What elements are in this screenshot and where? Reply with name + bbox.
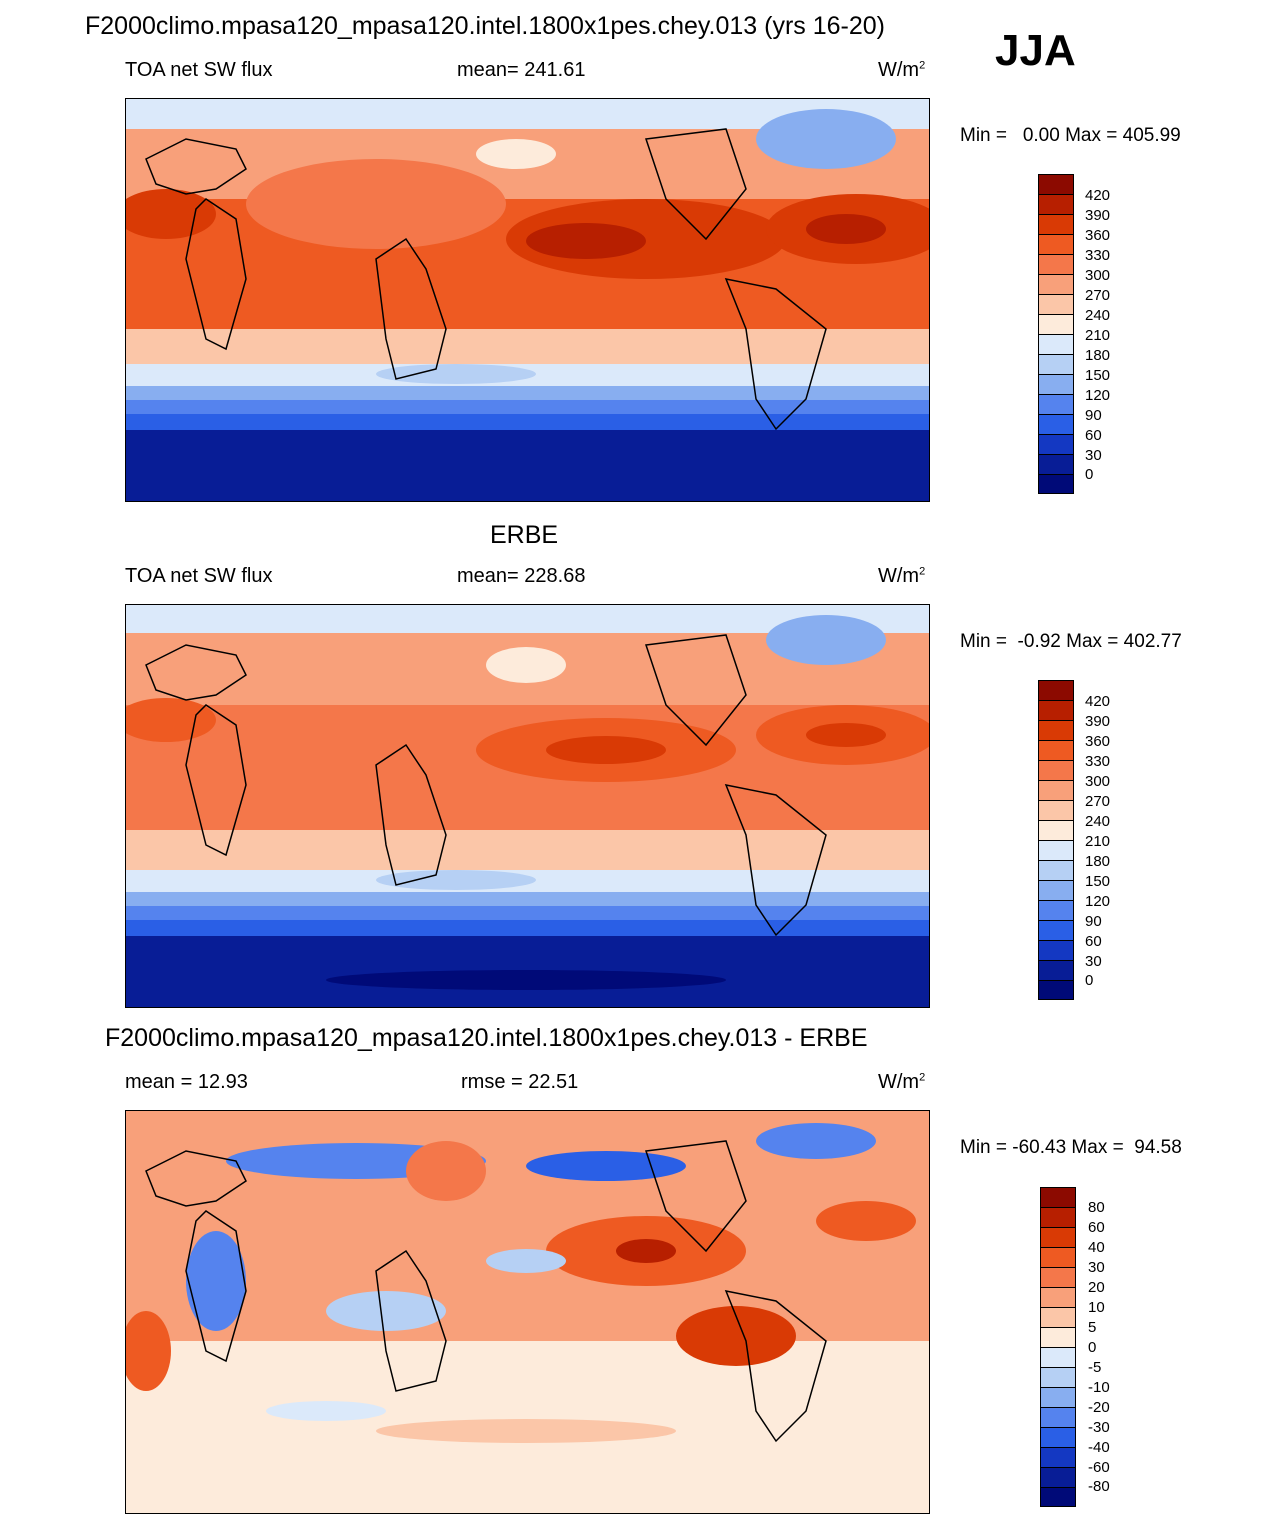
colorbar-tick: 150: [1085, 873, 1111, 890]
colorbar-tick: 120: [1085, 387, 1111, 404]
colorbar: [1038, 680, 1074, 1000]
colorbar-tick: -60: [1088, 1459, 1110, 1476]
colorbar-tick: 150: [1085, 367, 1111, 384]
colorbar-tick: 30: [1085, 447, 1102, 464]
map-diff-field: [126, 1111, 929, 1513]
colorbar-tick: 20: [1088, 1279, 1105, 1296]
colorbar-tick: -20: [1088, 1399, 1110, 1416]
minmax-label: Min = -60.43 Max = 94.58: [960, 1137, 1182, 1158]
colorbar-tick: 300: [1085, 773, 1111, 790]
colorbar-tick: 0: [1085, 466, 1094, 483]
colorbar-tick: 210: [1085, 833, 1111, 850]
panel-rmse-label: rmse = 22.51: [461, 1071, 579, 1093]
colorbar: [1040, 1187, 1076, 1507]
colorbar-tick: 360: [1085, 227, 1111, 244]
panel-left-label: TOA net SW flux: [125, 59, 273, 81]
panel-mean-label: mean= 228.68: [457, 565, 586, 587]
colorbar-tick: 360: [1085, 733, 1111, 750]
colorbar-tick: 60: [1088, 1219, 1105, 1236]
panel-units: W/m2: [878, 59, 926, 81]
colorbar-tick: 390: [1085, 207, 1111, 224]
colorbar-tick: 270: [1085, 287, 1111, 304]
minmax-label: Min = -0.92 Max = 402.77: [960, 631, 1182, 652]
colorbar-tick: 80: [1088, 1199, 1105, 1216]
colorbar: [1038, 174, 1074, 494]
colorbar-tick: 60: [1085, 427, 1102, 444]
colorbar-tick: 40: [1088, 1239, 1105, 1256]
colorbar-tick: 0: [1088, 1339, 1097, 1356]
colorbar-tick: 90: [1085, 407, 1102, 424]
minmax-label: Min = 0.00 Max = 405.99: [960, 125, 1181, 146]
colorbar-tick: 10: [1088, 1299, 1105, 1316]
colorbar-tick: 30: [1088, 1259, 1105, 1276]
panel-title: F2000climo.mpasa120_mpasa120.intel.1800x…: [105, 1024, 868, 1052]
colorbar-tick: 210: [1085, 327, 1111, 344]
colorbar-tick: 270: [1085, 793, 1111, 810]
colorbar-tick: 330: [1085, 753, 1111, 770]
colorbar-tick: 420: [1085, 187, 1111, 204]
map-model-field: [126, 99, 929, 501]
plot-main-title: F2000climo.mpasa120_mpasa120.intel.1800x…: [85, 12, 886, 40]
panel-left-label: TOA net SW flux: [125, 565, 273, 587]
colorbar-tick: -40: [1088, 1439, 1110, 1456]
colorbar-tick: 90: [1085, 913, 1102, 930]
colorbar-tick: 120: [1085, 893, 1111, 910]
colorbar-tick: 180: [1085, 853, 1111, 870]
colorbar-tick: 30: [1085, 953, 1102, 970]
colorbar-tick: 330: [1085, 247, 1111, 264]
colorbar-tick: 420: [1085, 693, 1111, 710]
map-diff: [125, 1110, 930, 1514]
colorbar-tick: -10: [1088, 1379, 1110, 1396]
season-label: JJA: [995, 26, 1076, 75]
panel-units: W/m2: [878, 565, 926, 587]
colorbar-tick: 240: [1085, 813, 1111, 830]
colorbar-tick: -30: [1088, 1419, 1110, 1436]
panel-left-label: mean = 12.93: [125, 1071, 248, 1093]
colorbar-tick: 0: [1085, 972, 1094, 989]
panel-title: ERBE: [490, 521, 559, 549]
colorbar-tick: 390: [1085, 713, 1111, 730]
colorbar-tick: 60: [1085, 933, 1102, 950]
colorbar-tick: 5: [1088, 1319, 1097, 1336]
panel-units: W/m2: [878, 1071, 926, 1093]
map-obs: [125, 604, 930, 1008]
map-obs-field: [126, 605, 929, 1007]
colorbar-tick: -5: [1088, 1359, 1102, 1376]
colorbar-tick: 300: [1085, 267, 1111, 284]
colorbar-tick: -80: [1088, 1478, 1110, 1495]
colorbar-tick: 180: [1085, 347, 1111, 364]
map-model: [125, 98, 930, 502]
colorbar-tick: 240: [1085, 307, 1111, 324]
panel-mean-label: mean= 241.61: [457, 59, 586, 81]
